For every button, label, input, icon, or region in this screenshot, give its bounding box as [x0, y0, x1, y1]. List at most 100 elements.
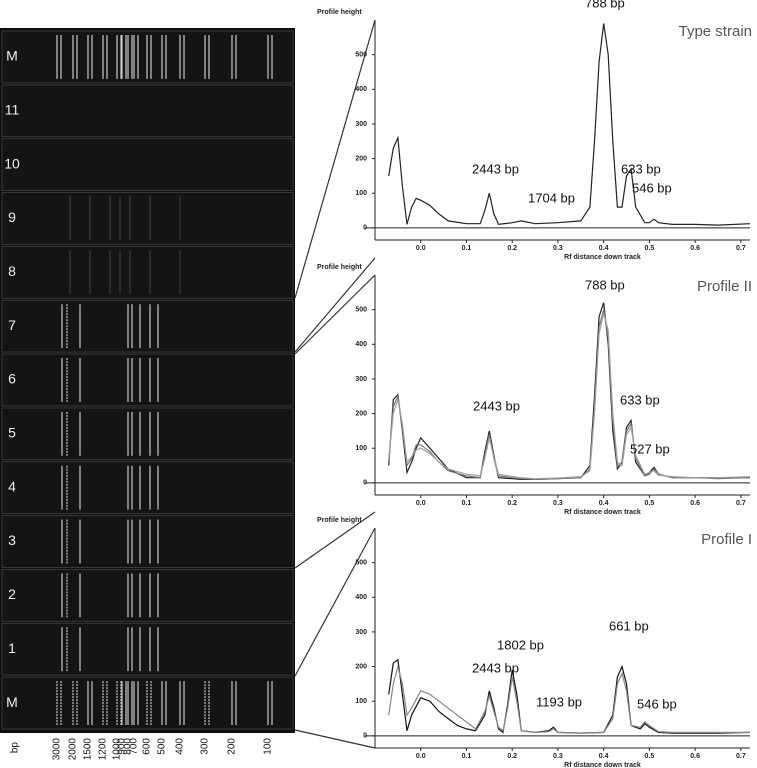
x-tick-label: 0.6	[690, 753, 700, 760]
x-tick-label: 0.2	[507, 753, 517, 760]
x-tick-label: 0.3	[553, 753, 563, 760]
peak-annotation: 1193 bp	[536, 694, 582, 709]
peak-annotation: 2443 bp	[472, 161, 519, 176]
y-tick-label: 200	[355, 155, 367, 162]
y-tick-label: 0	[363, 480, 367, 487]
peak-annotation: 546 bp	[637, 696, 677, 711]
peak-annotation: 527 bp	[630, 441, 670, 456]
ladder-label: 1000	[112, 738, 123, 761]
x-tick-label: 0.0	[416, 753, 426, 760]
ladder-label: 800	[123, 738, 134, 755]
lane-label: 7	[8, 317, 16, 333]
x-tick-label: 0.3	[553, 500, 563, 507]
profile-line	[388, 309, 751, 481]
gel-lane	[1, 192, 294, 245]
ladder-label: 200	[227, 738, 238, 755]
gel-lane	[1, 353, 294, 407]
chart-title: Profile I	[701, 531, 752, 548]
x-tick-label: 0.4	[599, 245, 609, 252]
peak-annotation: 1802 bp	[497, 637, 544, 652]
ladder-label: 500	[157, 738, 168, 755]
peak-annotation: 633 bp	[621, 161, 661, 176]
peak-annotation: 1704 bp	[528, 190, 575, 205]
y-tick-label: 100	[355, 698, 367, 705]
x-tick-label: 0.6	[690, 245, 700, 252]
peak-annotation: 661 bp	[609, 618, 649, 633]
profile-line	[388, 664, 750, 734]
lane-label: 6	[8, 371, 16, 387]
ladder-label: 600	[142, 738, 153, 755]
y-tick-label: 400	[355, 341, 367, 348]
gel-lane	[1, 138, 294, 192]
connector	[294, 19, 376, 299]
y-axis-label: Profile height	[317, 264, 362, 271]
lane-label: 3	[8, 532, 16, 548]
connector	[294, 274, 376, 355]
gel-lane	[1, 568, 294, 622]
lane-label: 1	[8, 640, 16, 656]
chart-title: Profile II	[697, 278, 752, 295]
gel-lane	[1, 407, 294, 461]
x-tick-label: 0.7	[736, 245, 746, 252]
lane-label: 8	[8, 263, 16, 279]
ladder-label: 1500	[83, 738, 94, 761]
y-tick-label: 500	[355, 559, 367, 566]
x-tick-label: 0.1	[462, 245, 472, 252]
ladder-label: 700	[129, 738, 140, 755]
ladder-label: 900	[117, 738, 128, 755]
y-axis-label: Profile height	[317, 517, 362, 524]
y-tick-label: 400	[355, 594, 367, 601]
connector	[294, 257, 376, 353]
y-tick-label: 400	[355, 86, 367, 93]
x-tick-label: 0.1	[462, 753, 472, 760]
lane-label: 5	[8, 425, 16, 441]
x-tick-label: 0.4	[599, 500, 609, 507]
gel-axis-label: bp	[10, 742, 21, 754]
profile-line	[388, 23, 751, 226]
connector	[294, 729, 376, 749]
zoom-connectors	[294, 19, 376, 749]
lane-label: 2	[8, 586, 16, 602]
connector	[294, 511, 376, 569]
peak-annotation: 788 bp	[585, 0, 625, 10]
lane-label: 4	[8, 478, 16, 494]
ladder-label: 3000	[52, 738, 63, 761]
connector	[294, 527, 376, 677]
y-tick-label: 300	[355, 121, 367, 128]
lane-label: 9	[8, 209, 16, 225]
y-tick-label: 300	[355, 376, 367, 383]
profile-line	[388, 658, 751, 734]
y-tick-label: 500	[355, 51, 367, 58]
gel-lane	[1, 245, 294, 299]
peak-annotation: 546 bp	[632, 180, 672, 195]
x-axis-label: Rf distance down track	[564, 509, 641, 516]
x-tick-label: 0.1	[462, 500, 472, 507]
x-tick-label: 0.7	[736, 500, 746, 507]
x-tick-label: 0.2	[507, 245, 517, 252]
x-axis-label: Rf distance down track	[564, 762, 641, 768]
profile-line	[388, 302, 750, 480]
peak-annotation: 788 bp	[585, 277, 625, 292]
x-tick-label: 0.6	[690, 500, 700, 507]
x-tick-label: 0.0	[416, 245, 426, 252]
y-tick-label: 100	[355, 445, 367, 452]
ladder-label: 300	[200, 738, 211, 755]
x-tick-label: 0.5	[645, 753, 655, 760]
lane-label: M	[6, 694, 18, 710]
gel-lane	[1, 299, 294, 353]
ladder-label: 1200	[98, 738, 109, 761]
gel-lane	[1, 461, 294, 515]
x-tick-label: 0.0	[416, 500, 426, 507]
y-tick-label: 100	[355, 190, 367, 197]
chart-title: Type strain	[679, 23, 752, 40]
gel-lane	[1, 84, 294, 138]
x-tick-label: 0.5	[645, 245, 655, 252]
x-tick-label: 0.5	[645, 500, 655, 507]
y-tick-label: 200	[355, 410, 367, 417]
peak-annotation: 2443 bp	[473, 398, 520, 413]
ladder-label: 100	[263, 738, 274, 755]
ladder-label: 2000	[68, 738, 79, 761]
y-tick-label: 500	[355, 306, 367, 313]
lane-label: 11	[5, 101, 20, 117]
